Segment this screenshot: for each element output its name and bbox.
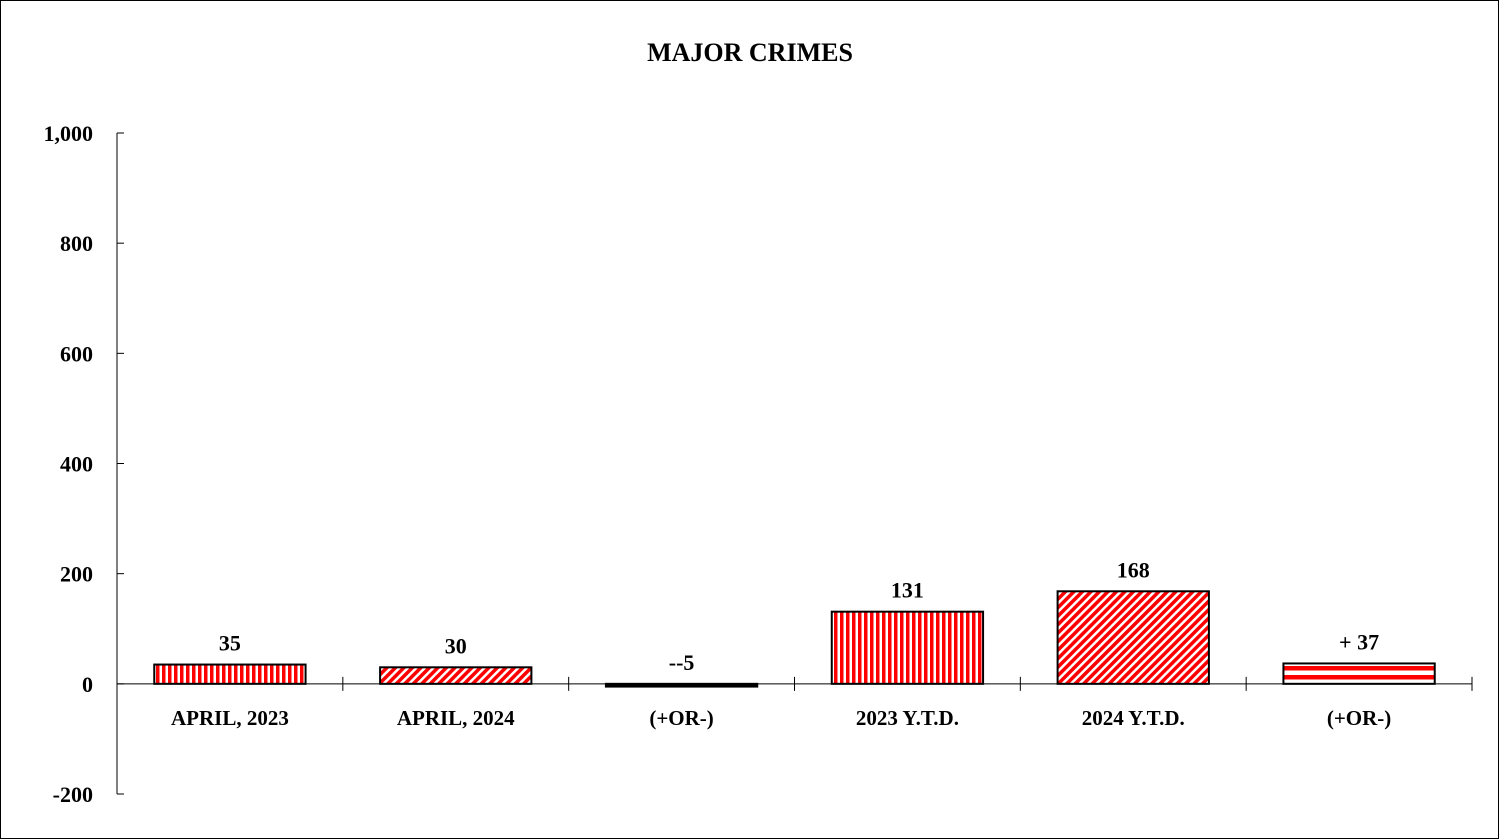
y-tick-label: 600	[60, 341, 93, 366]
data-label: 30	[445, 633, 467, 658]
data-labels: 35 30 --5 131 168 + 37	[219, 557, 1379, 675]
bar	[604, 682, 759, 688]
y-tick-label: 0	[82, 672, 93, 697]
bars	[153, 590, 1436, 688]
y-tick-label: 800	[60, 231, 93, 256]
y-tick-label: 400	[60, 452, 93, 477]
data-label: --5	[669, 650, 695, 675]
data-label: 131	[891, 578, 924, 603]
x-category-label: (+OR-)	[1327, 706, 1391, 730]
data-label: 35	[219, 631, 241, 656]
y-tick-label: 200	[60, 562, 93, 587]
bar	[379, 666, 533, 685]
chart-title: MAJOR CRIMES	[647, 38, 853, 67]
x-category-label: 2024 Y.T.D.	[1082, 706, 1185, 730]
x-category-label: APRIL, 2023	[171, 706, 289, 730]
y-axis: 1,000 800 600 400 200 0 -200	[44, 121, 124, 807]
data-label: + 37	[1339, 629, 1379, 654]
y-tick-label: -200	[53, 782, 93, 807]
data-label: 168	[1117, 557, 1150, 582]
x-category-label: 2023 Y.T.D.	[856, 706, 959, 730]
bar	[1282, 662, 1436, 685]
x-axis: APRIL, 2023 APRIL, 2024 (+OR-) 2023 Y.T.D. 2…	[117, 676, 1473, 730]
bar	[153, 663, 307, 685]
x-category-label: (+OR-)	[649, 706, 713, 730]
x-category-label: APRIL, 2024	[397, 706, 515, 730]
bar	[1056, 590, 1210, 685]
y-tick-label: 1,000	[44, 121, 94, 146]
bar	[830, 610, 985, 685]
